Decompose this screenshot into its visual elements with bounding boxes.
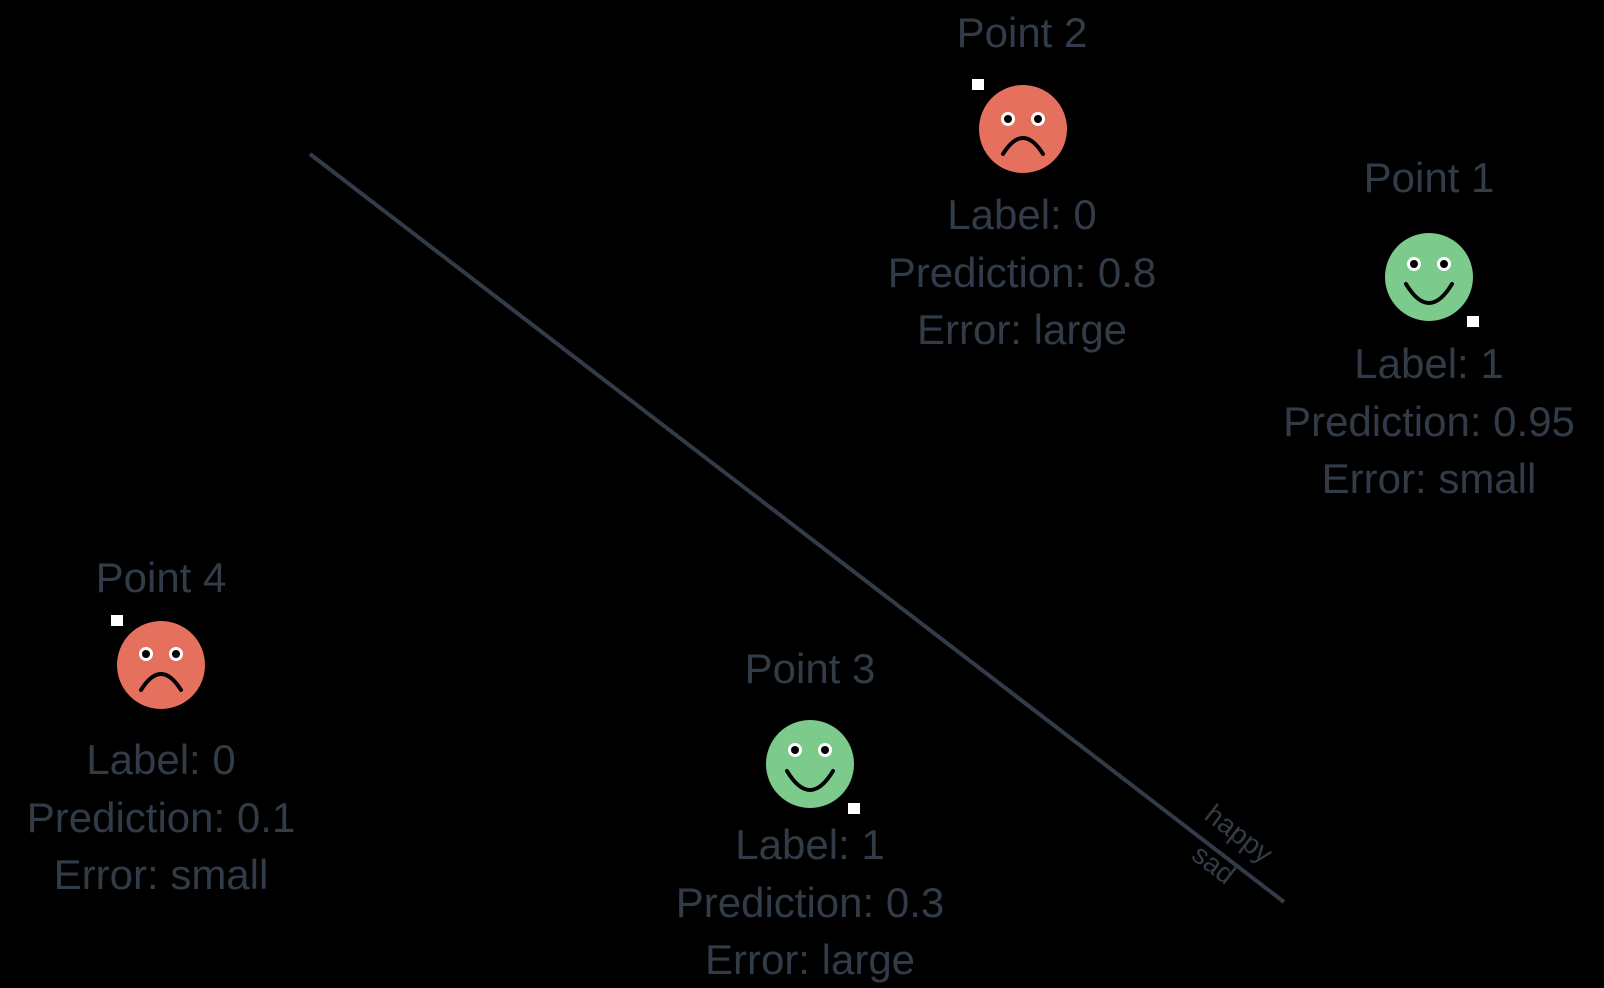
- happy-face-icon: [766, 720, 854, 808]
- point-4-title: Point 4: [96, 554, 227, 601]
- happy-face-icon: [1385, 233, 1473, 321]
- point-2-title: Point 2: [957, 9, 1088, 56]
- point-4-error: Error: small: [54, 851, 269, 898]
- point-2-marker: [972, 79, 984, 90]
- point-3-prediction: Prediction: 0.3: [676, 879, 945, 926]
- point-1-label: Label: 1: [1354, 340, 1503, 387]
- point-3-error: Error: large: [705, 936, 915, 983]
- point-3-marker: [848, 803, 860, 814]
- point-2-prediction: Prediction: 0.8: [888, 249, 1157, 296]
- point-2-error: Error: large: [917, 306, 1127, 353]
- point-1-title: Point 1: [1364, 154, 1495, 201]
- point-1-group: Point 1 Label: 1 Prediction: 0.95 Error:…: [1283, 154, 1575, 502]
- point-1-marker: [1467, 316, 1479, 327]
- point-4-marker: [111, 615, 123, 626]
- point-4-group: Point 4 Label: 0 Prediction: 0.1 Error: …: [27, 554, 296, 898]
- point-1-error: Error: small: [1322, 455, 1537, 502]
- decision-boundary-line: [308, 152, 1286, 904]
- point-2-label: Label: 0: [947, 191, 1096, 238]
- point-3-label: Label: 1: [735, 821, 884, 868]
- sad-face-icon: [117, 621, 205, 709]
- sad-face-icon: [979, 85, 1067, 173]
- point-3-group: Point 3 Label: 1 Prediction: 0.3 Error: …: [676, 645, 945, 983]
- point-4-label: Label: 0: [86, 736, 235, 783]
- point-2-group: Point 2 Label: 0 Prediction: 0.8 Error: …: [888, 9, 1157, 353]
- point-3-title: Point 3: [745, 645, 876, 692]
- point-4-prediction: Prediction: 0.1: [27, 794, 296, 841]
- point-1-prediction: Prediction: 0.95: [1283, 398, 1575, 445]
